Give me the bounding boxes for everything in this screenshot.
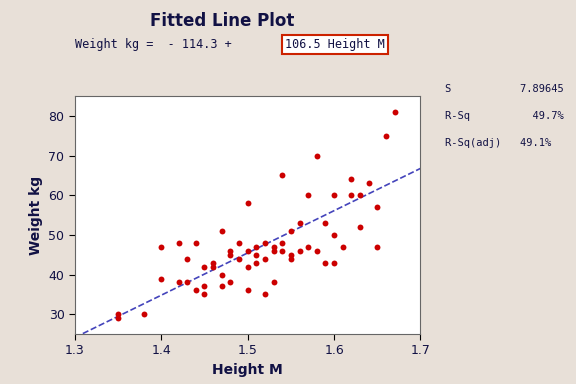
Point (329, 192, 339, 198)
Point (157, 244, 166, 250)
Text: S           7.89645: S 7.89645 (445, 84, 564, 94)
Text: 106.5 Height M: 106.5 Height M (285, 38, 385, 51)
Point (252, 244, 261, 250)
Point (183, 256, 192, 262)
Point (373, 204, 382, 210)
Point (373, 244, 382, 250)
Text: Weight kg =  - 114.3 +: Weight kg = - 114.3 + (75, 38, 239, 51)
X-axis label: Height M: Height M (213, 363, 283, 377)
Point (260, 256, 270, 262)
Point (364, 180, 373, 186)
Text: Fitted Line Plot: Fitted Line Plot (150, 12, 294, 30)
Point (278, 240, 287, 246)
Point (200, 291, 209, 298)
Point (139, 311, 149, 317)
Point (295, 220, 304, 226)
Point (347, 192, 356, 198)
Point (113, 315, 123, 321)
Point (174, 280, 183, 286)
Point (286, 228, 295, 234)
Text: R-Sq          49.7%: R-Sq 49.7% (445, 111, 564, 121)
Point (113, 311, 123, 317)
Point (200, 263, 209, 270)
Text: R-Sq(adj)   49.1%: R-Sq(adj) 49.1% (445, 138, 551, 148)
Point (243, 287, 252, 293)
Point (347, 176, 356, 182)
Point (312, 248, 321, 254)
Point (269, 280, 278, 286)
Point (243, 248, 252, 254)
Point (191, 287, 200, 293)
Point (390, 109, 399, 115)
Point (260, 240, 270, 246)
Point (321, 220, 330, 226)
Point (269, 244, 278, 250)
Point (278, 172, 287, 179)
Point (321, 260, 330, 266)
Point (304, 244, 313, 250)
Point (226, 252, 235, 258)
Point (286, 256, 295, 262)
Point (252, 260, 261, 266)
Point (355, 224, 365, 230)
Point (209, 263, 218, 270)
Point (234, 256, 244, 262)
Point (226, 280, 235, 286)
Point (269, 248, 278, 254)
Point (183, 280, 192, 286)
Point (295, 248, 304, 254)
Point (217, 283, 226, 290)
Y-axis label: Weight kg: Weight kg (29, 175, 43, 255)
Point (243, 200, 252, 206)
Point (217, 271, 226, 278)
Point (226, 248, 235, 254)
Point (329, 260, 339, 266)
Point (209, 260, 218, 266)
Point (217, 228, 226, 234)
Point (191, 240, 200, 246)
Point (200, 283, 209, 290)
Point (381, 132, 391, 139)
Point (260, 291, 270, 298)
Point (286, 252, 295, 258)
Point (234, 240, 244, 246)
Point (304, 192, 313, 198)
Point (355, 192, 365, 198)
Point (329, 232, 339, 238)
Point (174, 240, 183, 246)
Point (312, 152, 321, 159)
Point (243, 263, 252, 270)
Point (157, 275, 166, 281)
Point (338, 244, 347, 250)
Point (278, 248, 287, 254)
Point (252, 252, 261, 258)
